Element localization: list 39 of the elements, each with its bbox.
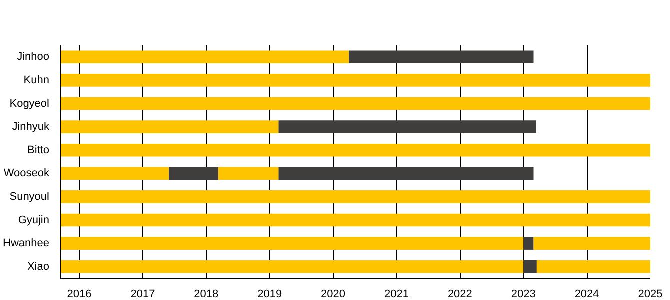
- bar: [524, 237, 534, 250]
- bar: [218, 167, 279, 180]
- bar: [60, 214, 650, 227]
- x-tick-label: 2020: [321, 288, 346, 300]
- y-tick-label: Bitto: [27, 144, 50, 156]
- y-tick-label: Kuhn: [24, 74, 50, 86]
- x-tick-label: 2019: [258, 288, 282, 300]
- bar: [278, 120, 536, 134]
- x-tick-label: 2024: [574, 288, 600, 300]
- bar: [60, 74, 650, 87]
- bar: [60, 260, 524, 274]
- y-tick-label: Wooseok: [4, 168, 50, 180]
- bar: [60, 237, 524, 250]
- x-tick-label: 2022: [448, 288, 472, 300]
- x-tick-label: 2025: [638, 288, 663, 300]
- y-tick-label: Gyujin: [18, 214, 50, 226]
- y-tick-label: Xiao: [27, 260, 50, 273]
- bar: [60, 167, 169, 180]
- x-tick-label: 2016: [67, 288, 92, 300]
- y-tick-label: Hwanhee: [3, 238, 50, 250]
- y-tick-label: Sunyoul: [10, 190, 50, 203]
- x-tick-label: 2018: [194, 288, 219, 300]
- x-tick-label: 2023: [511, 288, 536, 300]
- x-tick-label: 2017: [130, 288, 156, 300]
- bar: [278, 167, 534, 180]
- y-tick-label: Kogyeol: [10, 98, 50, 110]
- y-tick-label: Jinhyuk: [12, 121, 50, 134]
- bar: [60, 190, 650, 204]
- bar: [534, 237, 650, 250]
- bar: [60, 120, 279, 134]
- bar: [168, 167, 218, 180]
- bar: [60, 50, 350, 64]
- bar: [524, 260, 537, 274]
- x-tick-label: 2021: [384, 288, 409, 300]
- bar: [60, 144, 650, 157]
- bar: [536, 260, 650, 274]
- bar: [349, 50, 534, 64]
- bar: [60, 97, 650, 110]
- y-tick-label: Jinhoo: [17, 51, 50, 64]
